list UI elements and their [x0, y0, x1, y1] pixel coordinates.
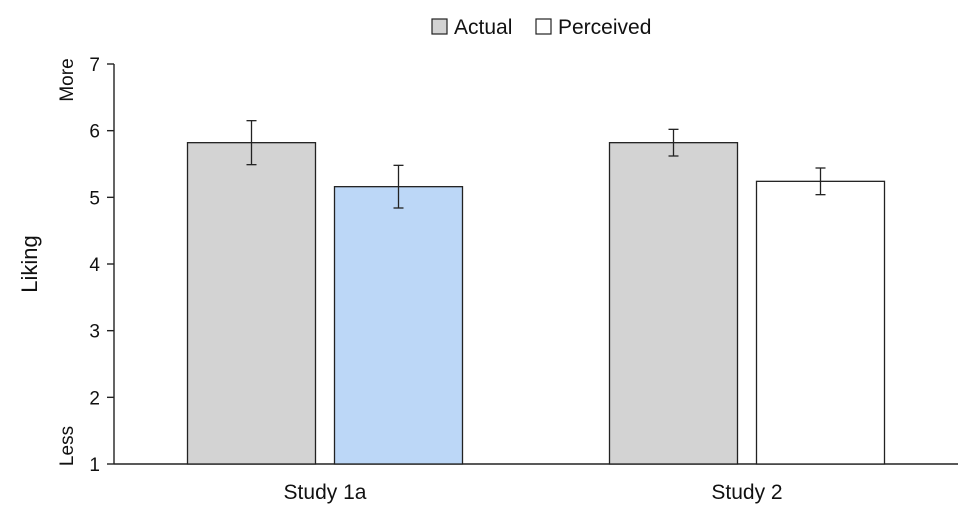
legend: Actual Perceived [431, 16, 651, 39]
bar-perceived-1 [333, 186, 464, 465]
category-label: Study 1a [284, 481, 367, 504]
bar-actual-2 [608, 142, 739, 465]
y-ticks: 1 2 3 4 5 6 7 [89, 55, 114, 476]
y-tick-label: 2 [89, 388, 100, 409]
y-axis-end-label-less: Less [57, 426, 78, 466]
bars [186, 142, 886, 465]
category-label: Study 2 [711, 481, 782, 504]
y-axis-title: Liking [17, 235, 42, 292]
y-axis-end-label-more: More [57, 58, 78, 101]
legend-label-perceived: Perceived [558, 16, 651, 39]
y-tick-label: 5 [89, 188, 100, 209]
legend-label-actual: Actual [454, 16, 512, 39]
y-tick-label: 4 [89, 255, 100, 276]
y-tick-label: 1 [89, 455, 100, 476]
legend-swatch-perceived [535, 18, 552, 35]
y-tick-label: 3 [89, 322, 100, 343]
y-tick-label: 6 [89, 122, 100, 143]
y-tick-label: 7 [89, 55, 100, 76]
category-labels: Study 1a Study 2 [284, 481, 783, 504]
bar-perceived-2 [755, 180, 886, 465]
legend-swatch-actual [431, 18, 448, 35]
bar-actual-1 [186, 142, 317, 465]
error-bars [246, 120, 826, 209]
